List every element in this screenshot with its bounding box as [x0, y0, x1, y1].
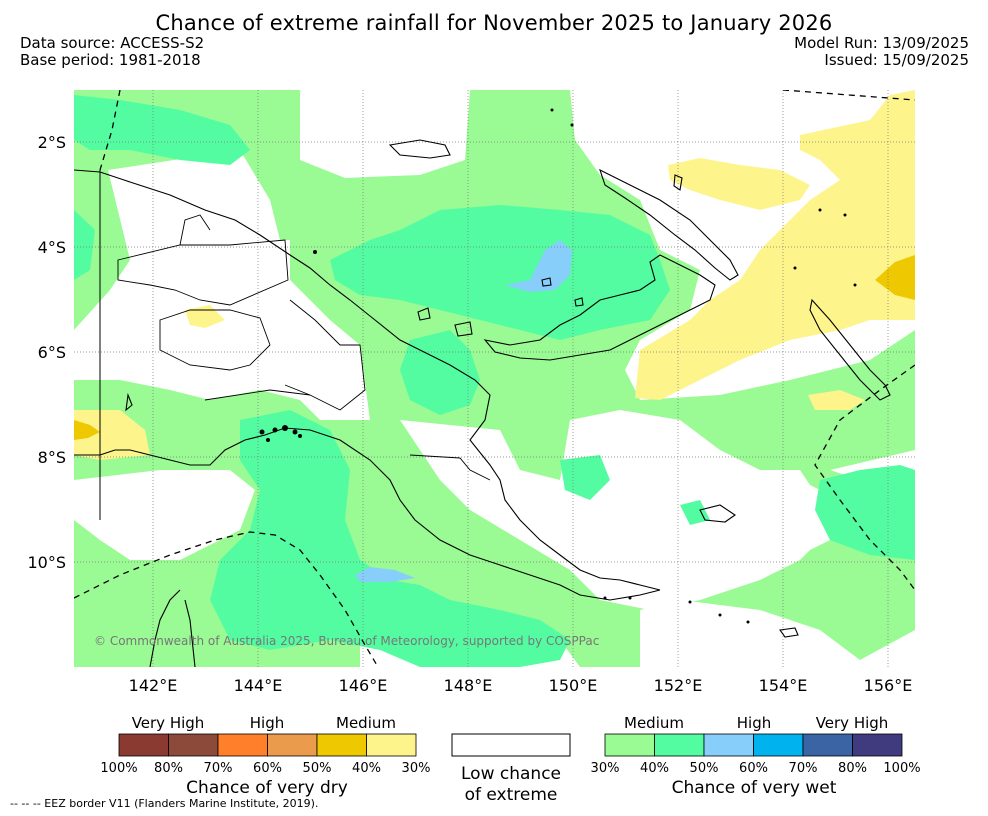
wet-percent-5: 80% — [838, 761, 867, 776]
map-area — [74, 90, 915, 667]
wet-swatches — [604, 733, 903, 757]
dry-swatch-2 — [217, 733, 268, 757]
lon-label-154e: 154°E — [759, 676, 808, 695]
dry-swatch-5 — [366, 733, 417, 757]
wet-swatch-4 — [802, 733, 853, 757]
wet-percent-0: 30% — [591, 761, 620, 776]
dry-percent-5: 40% — [352, 761, 381, 776]
lon-label-152e: 152°E — [654, 676, 703, 695]
dry-swatch-3 — [267, 733, 318, 757]
data-source-text: Data source: ACCESS-S2 — [20, 34, 205, 52]
coastlines — [74, 139, 891, 667]
latitude-labels: 2°S 4°S 6°S 8°S 10°S — [27, 133, 66, 572]
dry-legend: Very High High Medium 100% 80% 70% 60% 50% 40… — [100, 714, 430, 798]
dry-swatch-1 — [168, 733, 219, 757]
lon-label-146e: 146°E — [339, 676, 388, 695]
wet-percent-3: 60% — [739, 761, 768, 776]
wet-cat-very-high: Very High — [816, 714, 889, 732]
model-run-text: Model Run: 13/09/2025 — [794, 34, 969, 52]
issued-text: Issued: 15/09/2025 — [824, 51, 969, 69]
dry-percent-0: 100% — [100, 761, 137, 776]
lon-label-144e: 144°E — [234, 676, 283, 695]
low-chance-regions — [74, 90, 915, 667]
base-period-text: Base period: 1981-2018 — [20, 51, 201, 69]
wet-high-regions — [74, 95, 915, 667]
dry-swatches — [118, 733, 417, 757]
neutral-caption-line1: Low chance — [461, 764, 561, 784]
lon-label-148e: 148°E — [444, 676, 493, 695]
dry-cat-very-high: Very High — [132, 714, 205, 732]
dry-percent-2: 70% — [204, 761, 233, 776]
wet-cat-medium: Medium — [624, 714, 684, 732]
wet-swatch-5 — [852, 733, 903, 757]
small-islands — [259, 108, 857, 624]
wet-swatch-3 — [753, 733, 804, 757]
dry-caption: Chance of very dry — [186, 778, 348, 798]
meta-left: Data source: ACCESS-S2 Base period: 1981… — [20, 35, 204, 69]
wet-swatch-1 — [654, 733, 705, 757]
wet-cat-high: High — [737, 714, 771, 732]
dry-medium-regions — [74, 90, 915, 460]
dry-swatch-4 — [316, 733, 367, 757]
wet-percent-1: 40% — [640, 761, 669, 776]
dry-cat-medium: Medium — [336, 714, 396, 732]
eez-note: -- -- -- EEZ border V11 (Flanders Marine… — [10, 797, 319, 810]
dry-higher-regions — [74, 255, 915, 440]
dry-swatch-0 — [118, 733, 169, 757]
longitude-labels: 142°E 144°E 146°E 148°E 150°E 152°E 154°… — [129, 676, 913, 695]
dry-percent-3: 60% — [253, 761, 282, 776]
neutral-swatch — [451, 733, 571, 757]
wet-swatch-2 — [703, 733, 754, 757]
wet-percents: 30% 40% 50% 60% 70% 80% 100% — [591, 761, 921, 776]
wet-percent-6: 100% — [883, 761, 920, 776]
lat-label-2s: 2°S — [38, 133, 66, 152]
lat-label-10s: 10°S — [27, 553, 66, 572]
dry-cat-high: High — [250, 714, 284, 732]
wet-swatch-0 — [604, 733, 655, 757]
lon-label-142e: 142°E — [129, 676, 178, 695]
wet-percent-2: 50% — [690, 761, 719, 776]
neutral-legend: Low chance of extreme — [451, 733, 571, 805]
wet-caption: Chance of very wet — [672, 778, 837, 798]
lat-label-8s: 8°S — [38, 448, 66, 467]
lat-label-4s: 4°S — [38, 238, 66, 257]
meta-right: Model Run: 13/09/2025 Issued: 15/09/2025 — [794, 35, 969, 69]
lat-label-6s: 6°S — [38, 343, 66, 362]
copyright-text: © Commonwealth of Australia 2025, Bureau… — [94, 634, 599, 648]
map-title: Chance of extreme rainfall for November … — [155, 11, 833, 35]
eez-borders — [74, 90, 915, 667]
wet-higher-regions — [355, 240, 572, 582]
wet-legend: Medium High Very High 30% 40% 50% 60% 70% 80%… — [591, 714, 921, 798]
neutral-caption-line2: of extreme — [465, 785, 558, 805]
dry-percent-4: 50% — [303, 761, 332, 776]
dry-percent-6: 30% — [402, 761, 431, 776]
dry-percent-1: 80% — [154, 761, 183, 776]
dry-percents: 100% 80% 70% 60% 50% 40% 30% — [100, 761, 430, 776]
wet-percent-4: 70% — [789, 761, 818, 776]
lon-label-156e: 156°E — [864, 676, 913, 695]
lon-label-150e: 150°E — [549, 676, 598, 695]
